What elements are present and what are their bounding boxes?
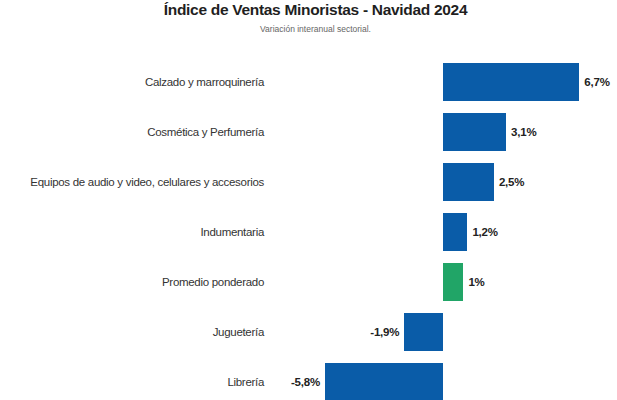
category-label: Promedio ponderado bbox=[162, 257, 264, 307]
chart-row: Promedio ponderado 1% bbox=[0, 257, 617, 307]
category-label: Librería bbox=[227, 357, 264, 400]
chart-row: Indumentaria 1,2% bbox=[0, 207, 617, 257]
chart-row: Librería -5,8% bbox=[0, 357, 617, 400]
chart-row: Cosmética y Perfumería 3,1% bbox=[0, 107, 617, 157]
value-label: -5,8% bbox=[291, 357, 320, 400]
value-label: 2,5% bbox=[499, 157, 524, 207]
retail-sales-chart: Índice de Ventas Minoristas - Navidad 20… bbox=[0, 0, 617, 400]
value-label: 3,1% bbox=[511, 107, 536, 157]
bar bbox=[443, 113, 506, 151]
chart-title: Índice de Ventas Minoristas - Navidad 20… bbox=[0, 1, 617, 19]
value-label: 1% bbox=[468, 257, 484, 307]
chart-row: Equipos de audio y video, celulares y ac… bbox=[0, 157, 617, 207]
bar bbox=[443, 263, 463, 301]
bar bbox=[443, 163, 494, 201]
category-label: Equipos de audio y video, celulares y ac… bbox=[30, 157, 264, 207]
bar bbox=[325, 363, 443, 400]
category-label: Juguetería bbox=[213, 307, 264, 357]
chart-row: Juguetería -1,9% bbox=[0, 307, 617, 357]
chart-subtitle: Variación interanual sectorial. bbox=[0, 24, 617, 34]
chart-row: Calzado y marroquinería 6,7% bbox=[0, 57, 617, 107]
value-label: 1,2% bbox=[472, 207, 497, 257]
category-label: Calzado y marroquinería bbox=[145, 57, 264, 107]
category-label: Indumentaria bbox=[200, 207, 264, 257]
bar bbox=[443, 213, 467, 251]
value-label: 6,7% bbox=[584, 57, 609, 107]
bar bbox=[404, 313, 443, 351]
plot-area: Calzado y marroquinería6,7%Cosmética y P… bbox=[0, 57, 617, 400]
value-label: -1,9% bbox=[370, 307, 399, 357]
bar bbox=[443, 63, 579, 101]
category-label: Cosmética y Perfumería bbox=[147, 107, 264, 157]
